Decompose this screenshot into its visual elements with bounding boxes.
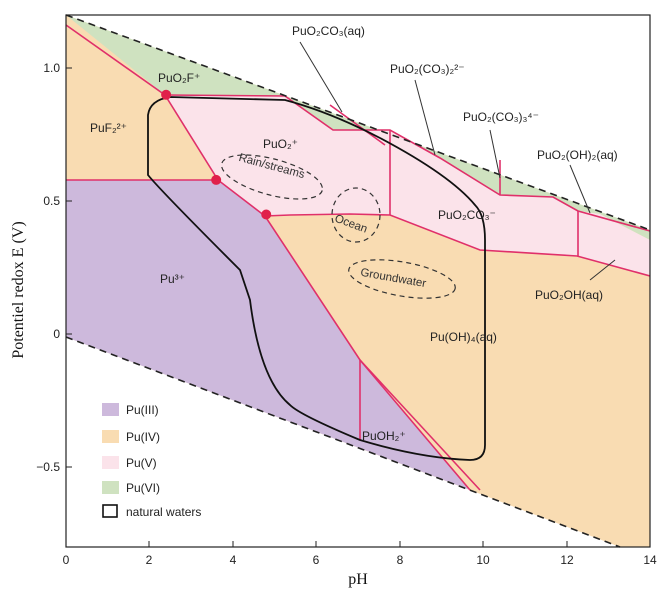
- leader-lines: [299, 41, 616, 281]
- legend: Pu(III) Pu(IV) Pu(V) Pu(VI) natural wate…: [102, 403, 201, 519]
- label-puo2co3aq: PuO₂CO₃(aq): [292, 24, 365, 38]
- y-tick-label: 1.0: [43, 61, 60, 75]
- legend-label: Pu(V): [126, 456, 157, 470]
- rain-streams-ellipse: [220, 154, 324, 200]
- label-puo2co3-2: PuO₂(CO₃)₂²⁻: [390, 62, 465, 76]
- x-tick-label: 2: [146, 553, 153, 567]
- legend-swatch-pu-v: [102, 456, 119, 469]
- upper-water-line: [65, 14, 651, 231]
- x-tick-label: 4: [230, 553, 237, 567]
- legend-swatch-pu-iii: [102, 403, 119, 416]
- y-tick-labels: 1.0 0.5 0 −0.5: [36, 61, 60, 474]
- y-axis-title: Potentiel redox E (V): [10, 221, 27, 358]
- legend-swatch-pu-iv: [102, 430, 119, 443]
- x-tick-label: 12: [560, 553, 574, 567]
- legend-label: Pu(VI): [126, 481, 160, 495]
- label-puo2: PuO₂⁺: [263, 137, 298, 151]
- x-axis-ticks: [65, 541, 651, 547]
- label-puo2f: PuO₂F⁺: [158, 71, 200, 85]
- groundwater-ellipse: [348, 259, 456, 299]
- legend-swatch-natural-waters: [102, 504, 118, 518]
- label-puo2co3m: PuO₂CO₃⁻: [438, 208, 496, 222]
- region-pu-iii: [66, 180, 470, 490]
- triple-point: [211, 174, 222, 185]
- legend-swatch-pu-vi: [102, 481, 119, 494]
- triple-point: [161, 89, 172, 100]
- label-puoh2: PuOH₂⁺: [362, 429, 406, 443]
- label-pu3: Pu³⁺: [160, 272, 185, 286]
- legend-label: Pu(III): [126, 403, 159, 417]
- region-pu-v: [165, 95, 650, 275]
- x-tick-label: 0: [63, 553, 70, 567]
- label-puf2: PuF₂²⁺: [90, 121, 127, 135]
- legend-label: Pu(IV): [126, 430, 160, 444]
- x-tick-label: 10: [476, 553, 490, 567]
- x-axis-title: pH: [348, 571, 368, 588]
- x-tick-labels: 0 2 4 6 8 10 12 14: [63, 553, 657, 567]
- label-puo2co3-3: PuO₂(CO₃)₃⁴⁻: [463, 110, 539, 124]
- plot-frame: [65, 14, 651, 548]
- natural-waters-envelope: [147, 96, 486, 461]
- y-tick-label: −0.5: [36, 460, 60, 474]
- triple-points: [161, 89, 272, 220]
- x-tick-label: 14: [643, 553, 657, 567]
- y-tick-label: 0: [53, 327, 60, 341]
- lower-water-line: [65, 336, 621, 548]
- label-puo2oh2: PuO₂(OH)₂(aq): [537, 148, 618, 162]
- x-tick-label: 6: [313, 553, 320, 567]
- y-tick-label: 0.5: [43, 194, 60, 208]
- ocean-ellipse: [331, 187, 381, 243]
- x-tick-label: 8: [397, 553, 404, 567]
- triple-point: [261, 209, 272, 220]
- y-axis-ticks: [66, 67, 72, 468]
- legend-label: natural waters: [126, 505, 201, 519]
- label-puo2oh: PuO₂OH(aq): [535, 288, 603, 302]
- label-puoh4: Pu(OH)₄(aq): [430, 330, 497, 344]
